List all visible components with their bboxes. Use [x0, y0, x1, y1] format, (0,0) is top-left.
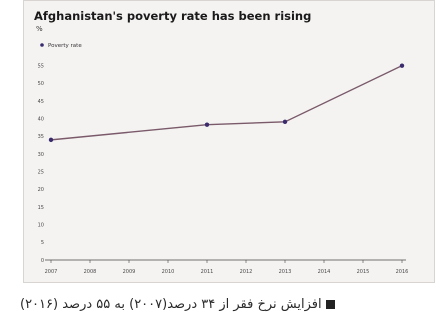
chart-frame: [23, 0, 435, 283]
x-tick-label: 2012: [240, 269, 253, 275]
poverty-chart: Afghanistan's poverty rate has been risi…: [34, 9, 409, 275]
y-tick-label: 50: [38, 81, 44, 87]
x-tick-label: 2011: [201, 269, 214, 275]
y-tick-label: 40: [38, 116, 44, 122]
x-tick-label: 2009: [123, 269, 136, 275]
x-tick-label: 2016: [396, 269, 409, 275]
data-point: [399, 63, 405, 68]
x-tick-label: 2014: [318, 269, 331, 275]
x-tick-label: 2007: [45, 269, 58, 275]
series-poverty-rate: [48, 63, 405, 143]
y-tick-label: 30: [38, 152, 44, 158]
y-axis-unit: %: [36, 25, 43, 33]
y-tick-label: 45: [38, 99, 44, 105]
y-tick-label: 25: [38, 169, 44, 175]
x-axis-ticks: 2007 2008 2009 2010 2011 2012 2013 2014 2015 2016: [45, 260, 409, 275]
legend: Poverty rate: [40, 43, 82, 49]
data-point: [282, 119, 288, 125]
y-tick-label: 0: [41, 258, 44, 264]
legend-marker: [40, 43, 44, 47]
figure-caption: افزایش نرخ فقر از ۳۴ درصد(۲۰۰۷) به ۵۵ در…: [20, 293, 430, 315]
y-tick-label: 10: [38, 222, 44, 228]
x-tick-label: 2015: [357, 269, 370, 275]
caption-text: افزایش نرخ فقر از ۳۴ درصد(۲۰۰۷) به ۵۵ در…: [20, 296, 322, 312]
x-tick-label: 2008: [84, 269, 97, 275]
y-axis-ticks: 0 5 10 15 20 25 30 35 40 45 50 55: [38, 63, 44, 263]
series-line: [50, 65, 403, 141]
data-point: [48, 137, 54, 143]
y-tick-label: 35: [38, 134, 44, 140]
legend-label: Poverty rate: [48, 43, 82, 49]
x-tick-label: 2010: [162, 269, 175, 275]
chart-title: Afghanistan's poverty rate has been risi…: [34, 9, 311, 23]
data-point: [204, 122, 210, 127]
y-tick-label: 20: [38, 187, 44, 193]
y-tick-label: 5: [41, 240, 44, 246]
caption-bullet-icon: [325, 299, 335, 309]
y-tick-label: 55: [38, 63, 44, 69]
x-tick-label: 2013: [279, 269, 292, 275]
y-tick-label: 15: [38, 205, 44, 211]
